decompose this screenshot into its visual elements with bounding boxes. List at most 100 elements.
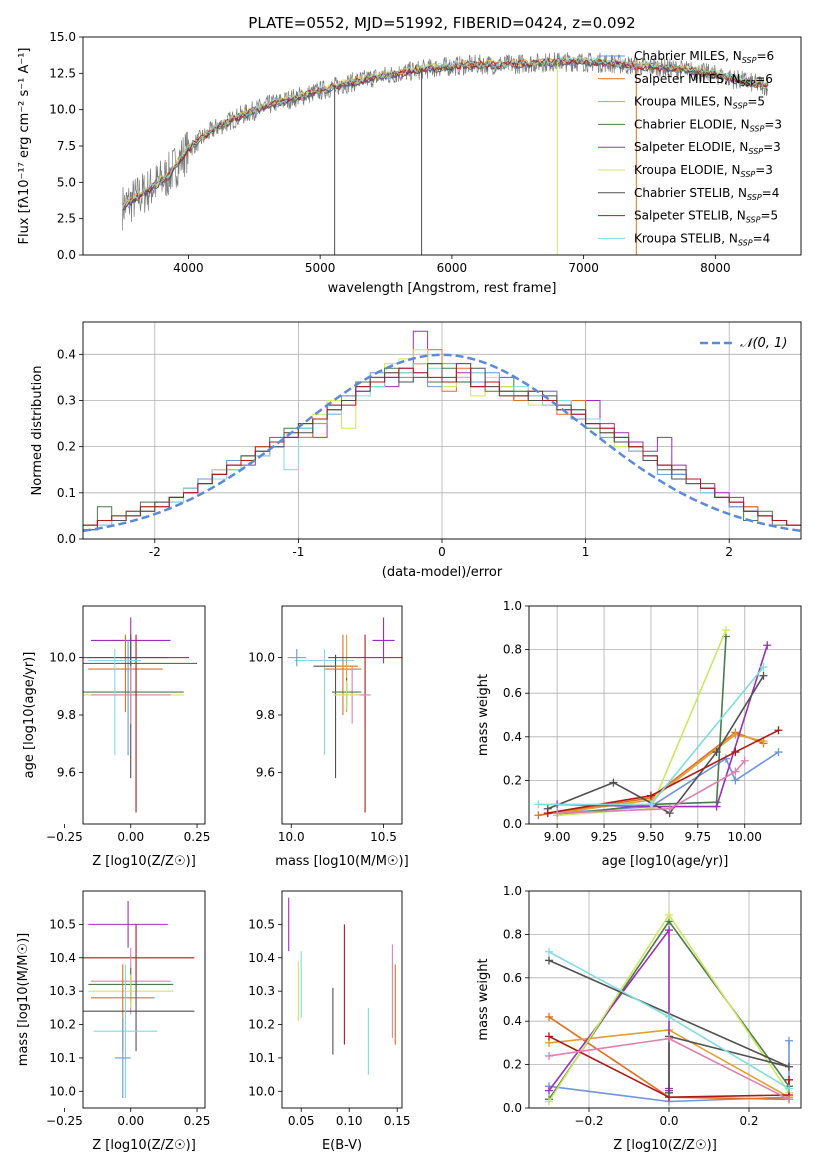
spectrum-lines <box>122 52 769 255</box>
y-tick-label: 0.0 <box>57 248 76 262</box>
y-tick-label: 0.6 <box>503 686 522 700</box>
spectrum-xlabel: wavelength [Angstrom, rest frame] <box>328 281 557 296</box>
y-tick-label: 0.8 <box>503 927 522 941</box>
age_vs_mass-xlabel: mass [log10(M/M☉)] <box>275 854 408 869</box>
mass_vs_Z-errorbars <box>83 901 195 1098</box>
errorbar-point <box>83 634 190 813</box>
y-tick-label: 0.8 <box>503 643 522 657</box>
x-tick-label: 0.00 <box>117 1114 144 1128</box>
legend-label: Chabrier ELODIE, NSSP=3 <box>634 117 782 133</box>
y-tick-label: 10.0 <box>49 103 76 117</box>
age_vs_mass-frame <box>281 605 403 825</box>
y-tick-label: 0.2 <box>57 440 76 454</box>
legend-label: Kroupa ELODIE, NSSP=3 <box>634 163 773 179</box>
spectrum-frame <box>82 36 802 256</box>
weight-point-marker <box>785 1036 793 1045</box>
hist-ylabel: Normed distribution <box>30 366 45 496</box>
y-tick-label: 10.0 <box>49 1084 76 1098</box>
x-tick-label: 9.50 <box>638 830 665 844</box>
mass_weight_vs_Z-frame <box>528 890 802 1109</box>
weight-point-marker <box>665 804 674 813</box>
weight-point-marker <box>545 1086 553 1095</box>
y-tick-label: 0.4 <box>57 347 76 361</box>
legend-label: 𝒩(0, 1) <box>740 336 787 351</box>
errorbar-point <box>313 654 358 779</box>
legend-label: Chabrier STELIB, NSSP=4 <box>634 186 779 202</box>
y-tick-label: 12.5 <box>49 66 76 80</box>
weight-point-marker <box>774 726 783 735</box>
weight-point-marker <box>665 1012 673 1021</box>
y-tick-label: 0.0 <box>503 1101 522 1115</box>
y-tick-label: 9.6 <box>57 765 76 779</box>
legend-label: Kroupa MILES, NSSP=5 <box>634 95 765 111</box>
errorbar-point <box>114 1017 131 1098</box>
x-tick-label: 1 <box>582 545 590 559</box>
spectrum-ylabel: Flux [fλ10⁻¹⁷ erg cm⁻² s⁻¹ A⁻¹] <box>17 48 32 245</box>
weight-point-marker <box>712 748 721 757</box>
mass_vs_Z-frame <box>82 890 206 1109</box>
weight-point-marker <box>545 947 553 956</box>
mass_weight_vs_age-frame <box>528 605 802 825</box>
errorbar-point <box>93 964 158 1098</box>
x-tick-label: 5000 <box>305 261 336 275</box>
y-tick-label: 10.1 <box>49 1051 76 1065</box>
y-tick-label: 10.3 <box>248 984 275 998</box>
weight-point-marker <box>545 1032 553 1041</box>
x-tick-label: 10.0 <box>278 830 305 844</box>
weight-point-marker <box>731 730 740 739</box>
errorbar-point <box>88 974 174 1008</box>
x-tick-label: 10.5 <box>370 830 397 844</box>
weight-point-marker <box>545 1051 553 1060</box>
weight-series-line <box>556 733 764 814</box>
x-tick-label: 8000 <box>700 261 731 275</box>
errorbar-point <box>324 634 362 715</box>
weight-point-marker <box>543 809 552 818</box>
weight-series-line <box>547 729 779 814</box>
y-tick-label: 9.6 <box>256 765 275 779</box>
y-tick-label: 1.0 <box>503 599 522 613</box>
errorbar-point <box>88 649 142 756</box>
weight-series-line <box>557 629 727 817</box>
y-tick-label: 0.2 <box>503 1058 522 1072</box>
y-tick-label: 10.5 <box>49 917 76 931</box>
weight-point-marker <box>545 1012 553 1021</box>
weight-series-line <box>557 644 768 808</box>
x-tick-label: 2 <box>725 545 733 559</box>
errorbar-point <box>83 634 198 779</box>
legend-label: Salpeter ELODIE, NSSP=3 <box>634 140 781 156</box>
age_vs_Z-errorbars <box>83 617 198 813</box>
weight-point-marker <box>646 791 655 800</box>
x-tick-label: −0.2 <box>574 1114 603 1128</box>
mass_vs_Z-xlabel: Z [log10(Z/Z☉)] <box>92 1138 196 1153</box>
weight-point-marker <box>534 800 543 809</box>
errorbar-point <box>90 666 171 724</box>
weight-point-marker <box>785 1062 793 1071</box>
weight-point-marker <box>665 926 673 935</box>
weight-point-marker <box>712 802 721 811</box>
weight-point-marker <box>545 1097 553 1106</box>
age_vs_mass-errorbars <box>287 617 402 813</box>
x-tick-label: 0.05 <box>288 1114 315 1128</box>
y-tick-label: 9.8 <box>57 708 76 722</box>
spectrum-axes: 4000 5000 6000 7000 8000 0.0 2.5 5.0 7.5 10.0 12.5… <box>49 30 730 275</box>
weight-point-marker <box>759 671 768 680</box>
legend-label: Salpeter MILES, NSSP=6 <box>634 72 773 88</box>
model-spectrum-line <box>122 58 768 211</box>
weight-series-line <box>557 636 727 817</box>
legend-label: Chabrier MILES, NSSP=6 <box>634 49 774 65</box>
y-tick-label: 10.0 <box>248 651 275 665</box>
mass_weight_vs_Z-lines <box>545 910 793 1106</box>
errorbar-point <box>333 680 360 710</box>
mass_vs_ebv-errorbars <box>288 897 396 1075</box>
y-tick-label: 0.1 <box>57 486 76 500</box>
gaussian-curve <box>83 353 801 533</box>
x-tick-label: 0.2 <box>739 1114 758 1128</box>
x-tick-label: 0.10 <box>336 1114 363 1128</box>
y-tick-label: 0.0 <box>503 817 522 831</box>
x-tick-label: 9.75 <box>684 830 711 844</box>
weight-point-marker <box>731 776 740 785</box>
y-tick-label: 10.1 <box>248 1051 275 1065</box>
x-tick-label: 9.25 <box>591 830 618 844</box>
weight-point-marker <box>545 956 553 965</box>
mass_weight_vs_Z-xlabel: Z [log10(Z/Z☉)] <box>613 1138 717 1153</box>
